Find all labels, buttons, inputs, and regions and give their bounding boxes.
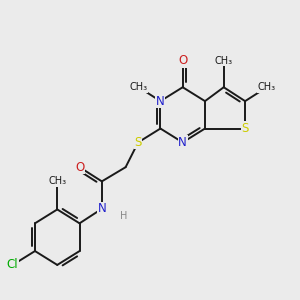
Text: CH₃: CH₃ xyxy=(130,82,148,92)
Text: N: N xyxy=(156,94,165,108)
Text: CH₃: CH₃ xyxy=(258,82,276,92)
Text: S: S xyxy=(134,136,142,149)
Text: O: O xyxy=(75,161,84,174)
Text: N: N xyxy=(178,136,187,149)
Text: O: O xyxy=(178,54,187,67)
Text: Cl: Cl xyxy=(7,258,19,272)
Text: CH₃: CH₃ xyxy=(214,56,233,66)
Text: N: N xyxy=(98,202,106,215)
Text: CH₃: CH₃ xyxy=(48,176,66,186)
Text: S: S xyxy=(242,122,249,135)
Text: H: H xyxy=(121,211,128,221)
